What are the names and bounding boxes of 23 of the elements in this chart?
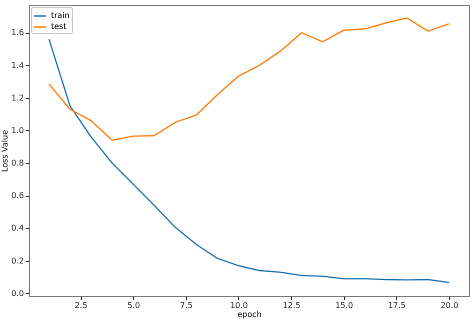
x-tick-label: 12.5 <box>282 301 301 310</box>
y-tick-label: 1.2 <box>11 93 24 102</box>
x-tick-label: 7.5 <box>180 301 193 310</box>
line-series <box>48 38 450 284</box>
y-tick-label: 0.2 <box>11 256 24 266</box>
y-axis-title: Loss Value <box>0 130 10 172</box>
x-tick-label: 20.0 <box>440 301 458 310</box>
x-tick-label: 2.5 <box>74 301 88 310</box>
line-series <box>48 17 450 141</box>
x-axis-title: epoch <box>237 310 262 319</box>
y-tick-label: 0.8 <box>11 158 24 168</box>
x-tick-label: 17.5 <box>388 301 406 310</box>
legend-label: train <box>51 11 70 20</box>
x-tick-label: 5.0 <box>127 301 140 310</box>
y-tick-label: 0.0 <box>11 288 24 298</box>
y-tick-label: 0.4 <box>11 224 24 233</box>
x-tick-label: 10.0 <box>230 301 248 310</box>
y-tick-label: 1.0 <box>11 126 24 135</box>
legend-label: test <box>51 22 66 31</box>
y-tick-label: 0.6 <box>11 191 24 200</box>
x-tick-label: 15.0 <box>335 301 354 310</box>
y-tick-label: 1.4 <box>11 60 24 70</box>
y-tick-label: 1.6 <box>11 28 24 38</box>
